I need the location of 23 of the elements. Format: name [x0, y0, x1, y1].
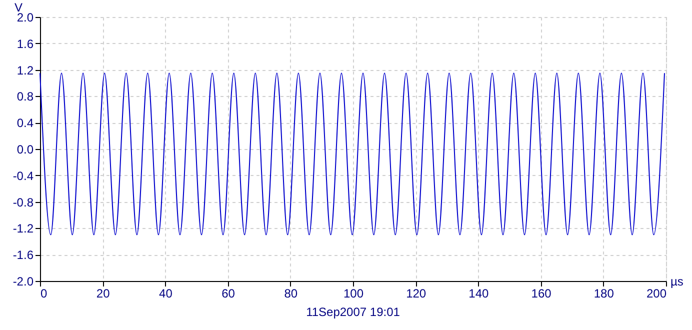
- y-tick-label: 1.2: [16, 63, 34, 78]
- x-tick-label: 180: [594, 286, 614, 300]
- x-tick-label: 160: [531, 286, 552, 300]
- x-tick-label: 200: [646, 286, 667, 300]
- y-tick-label: 0.4: [16, 116, 34, 130]
- y-tick-label: 0.0: [16, 142, 34, 156]
- x-tick-label: 0: [40, 286, 48, 300]
- y-tick-label: -0.8: [12, 195, 34, 210]
- x-tick-label: 140: [468, 286, 490, 300]
- text: 11Sep2007 19:01: [306, 305, 400, 319]
- x-tick-label: 100: [343, 286, 364, 300]
- y-tick-label: 1.6: [16, 36, 34, 51]
- x-tick-label: 80: [284, 286, 298, 300]
- x-axis-title: µs: [670, 274, 684, 288]
- y-tick-label: -0.4: [12, 168, 34, 183]
- x-tick-label: 20: [96, 286, 110, 300]
- x-tick-label: 40: [159, 286, 173, 300]
- x-tick-label: 60: [222, 286, 236, 300]
- x-tick-label: 120: [406, 286, 426, 300]
- y-tick-label: -1.2: [12, 222, 34, 236]
- y-tick-label: 0.8: [16, 90, 34, 104]
- y-tick-label: -2.0: [12, 274, 34, 288]
- y-tick-label: -1.6: [12, 248, 34, 262]
